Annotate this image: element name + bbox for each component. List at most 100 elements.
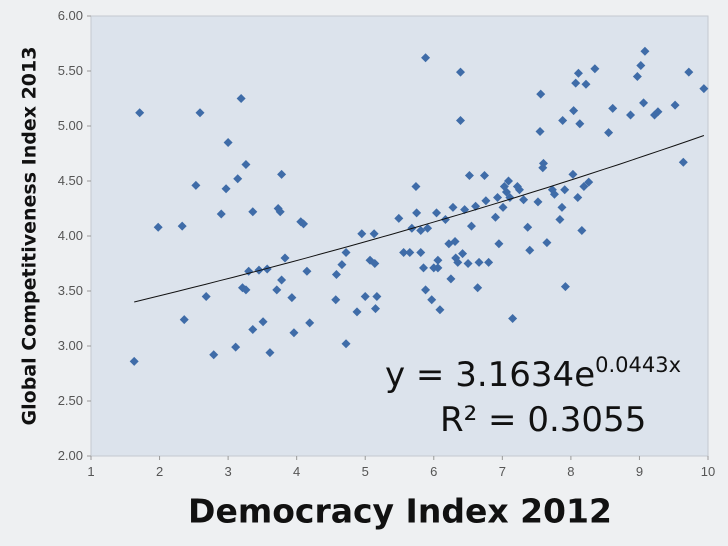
point: [416, 248, 426, 257]
point: [265, 348, 275, 358]
plot-area: [90, 15, 709, 457]
point: [262, 264, 272, 274]
point: [450, 237, 460, 246]
point: [608, 103, 618, 113]
equation: y = 3.1634e0.0443x: [385, 353, 681, 395]
point: [231, 342, 241, 352]
point: [535, 127, 545, 136]
point: [640, 46, 650, 56]
point: [579, 182, 589, 191]
point: [481, 196, 491, 206]
point: [209, 350, 219, 360]
point: [573, 193, 583, 202]
point: [405, 248, 415, 257]
point: [653, 107, 663, 117]
equation-base: y = 3.1634e: [385, 355, 595, 395]
point: [464, 171, 474, 180]
point: [248, 325, 258, 334]
point: [549, 189, 559, 199]
point: [275, 207, 285, 217]
point: [557, 202, 567, 212]
point: [129, 356, 139, 366]
point: [514, 185, 524, 195]
y-tick-label: 4.50: [58, 173, 83, 188]
point: [223, 138, 233, 147]
point: [258, 317, 268, 327]
point: [569, 106, 579, 116]
point: [221, 184, 231, 194]
point: [699, 84, 709, 94]
point: [494, 239, 504, 249]
y-tick-label: 2.50: [58, 393, 83, 408]
point: [153, 222, 163, 232]
point: [533, 197, 543, 207]
point: [427, 295, 437, 305]
x-tick-label: 7: [499, 464, 506, 479]
point: [421, 285, 431, 295]
point: [195, 108, 205, 118]
r-squared: R² = 0.3055: [440, 400, 646, 440]
point: [555, 215, 565, 224]
point: [571, 78, 581, 88]
point: [575, 119, 585, 129]
point: [448, 202, 458, 212]
point: [456, 116, 466, 125]
point: [670, 100, 680, 110]
point: [233, 174, 243, 184]
y-tick-label: 4.00: [58, 228, 83, 243]
point: [493, 193, 503, 202]
point: [369, 229, 379, 239]
point: [191, 180, 201, 190]
point: [412, 208, 422, 218]
point: [179, 315, 189, 325]
point: [371, 304, 381, 314]
point: [435, 305, 445, 315]
point: [542, 238, 552, 248]
point: [331, 270, 341, 279]
point: [341, 339, 351, 349]
y-tick-label: 5.50: [58, 63, 83, 78]
point: [590, 64, 600, 74]
y-tick-label: 3.00: [58, 338, 83, 353]
point: [357, 229, 367, 239]
point: [577, 226, 587, 235]
point: [302, 266, 312, 276]
point: [241, 160, 251, 169]
y-axis-label: Global Competitiveness Index 2013: [19, 47, 41, 426]
y-tick-label: 3.50: [58, 283, 83, 298]
point: [636, 61, 646, 70]
point: [433, 255, 443, 265]
point: [466, 221, 476, 231]
y-tick-label: 5.00: [58, 118, 83, 133]
point: [473, 283, 483, 293]
point: [446, 274, 456, 284]
point: [632, 72, 642, 81]
point: [480, 171, 490, 180]
point: [399, 248, 409, 257]
point: [372, 292, 382, 301]
point: [236, 94, 246, 103]
point: [277, 275, 287, 285]
point: [299, 219, 309, 229]
point: [280, 253, 290, 263]
point: [463, 259, 473, 268]
point: [394, 213, 404, 223]
point: [474, 257, 484, 267]
point: [272, 285, 282, 295]
point: [560, 282, 570, 292]
point: [421, 53, 431, 63]
point: [573, 68, 583, 78]
point: [370, 259, 380, 268]
point: [416, 226, 426, 235]
point: [508, 314, 518, 323]
point: [216, 209, 226, 219]
point: [177, 221, 187, 231]
trendline: [134, 135, 705, 303]
point: [433, 263, 443, 273]
point: [352, 307, 362, 317]
point: [626, 110, 636, 120]
x-tick-label: 10: [701, 464, 715, 479]
point: [678, 157, 688, 167]
